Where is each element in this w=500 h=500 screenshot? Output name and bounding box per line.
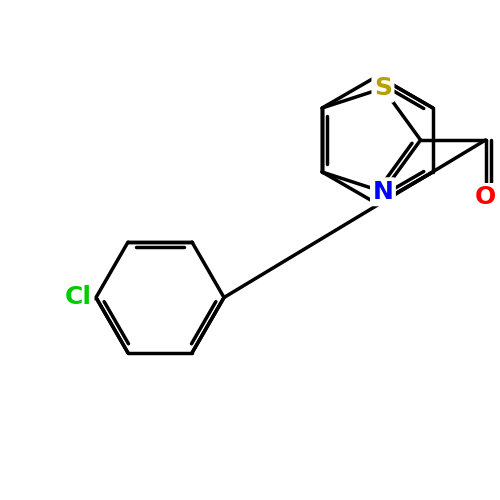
Text: N: N [372, 180, 394, 204]
Text: Cl: Cl [65, 286, 92, 310]
Text: O: O [475, 186, 496, 210]
Text: S: S [374, 76, 392, 100]
